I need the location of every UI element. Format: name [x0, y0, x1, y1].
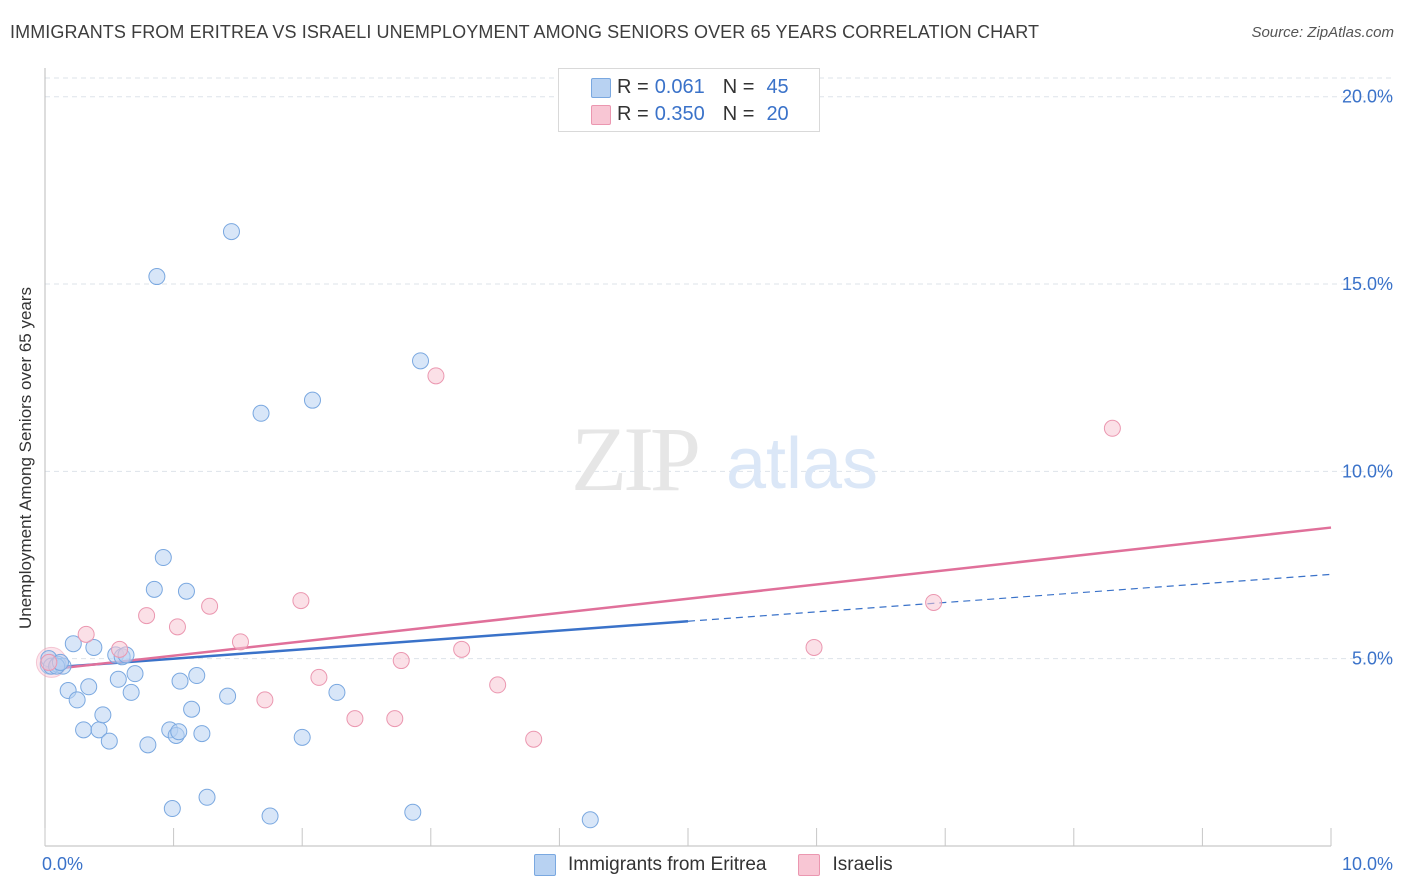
point-israelis: [346, 710, 364, 728]
legend-label-eritrea: Immigrants from Eritrea: [568, 854, 767, 875]
point-eritrea: [80, 678, 98, 696]
point-israelis: [111, 640, 129, 658]
legend-label-israelis: Israelis: [832, 854, 893, 875]
point-eritrea: [94, 706, 112, 724]
point-israelis: [256, 691, 274, 709]
correlation-legend: R = 0.061 N = 45 R = 0.350 N = 20: [558, 68, 820, 132]
point-eritrea: [252, 404, 270, 422]
point-israelis: [77, 625, 95, 643]
axes: [44, 68, 1332, 847]
x-tick-label: 0.0%: [42, 854, 83, 874]
point-israelis: [427, 367, 445, 385]
point-eritrea: [404, 803, 422, 821]
legend-swatch-eritrea: [591, 78, 611, 98]
point-eritrea: [188, 667, 206, 685]
legend-r-label: R =: [617, 75, 649, 98]
point-israelis: [40, 653, 58, 671]
point-eritrea: [261, 807, 279, 825]
point-israelis: [1103, 419, 1121, 437]
x-tick-label: 10.0%: [1342, 854, 1393, 874]
point-eritrea: [154, 549, 172, 567]
legend-swatch-eritrea: [534, 854, 556, 876]
point-israelis: [392, 652, 410, 670]
series-legend: Immigrants from Eritrea Israelis: [534, 852, 925, 878]
chart-title: IMMIGRANTS FROM ERITREA VS ISRAELI UNEMP…: [10, 22, 1040, 42]
tick-labels: 5.0% 10.0% 15.0% 20.0% 0.0% 10.0%: [42, 87, 1393, 874]
point-eritrea: [222, 223, 240, 241]
point-eritrea: [170, 723, 188, 741]
point-eritrea: [581, 811, 599, 829]
point-eritrea: [163, 800, 181, 818]
point-eritrea: [412, 352, 430, 370]
legend-r-value: 0.350: [654, 102, 705, 125]
point-eritrea: [68, 691, 86, 709]
grid-lines: [45, 77, 1392, 660]
legend-r-value: 0.061: [654, 75, 705, 98]
point-eritrea: [303, 391, 321, 409]
y-tick-label: 5.0%: [1352, 649, 1393, 669]
trend-line-israelis: [44, 526, 1332, 672]
y-tick-label: 20.0%: [1342, 87, 1393, 107]
legend-n-label: N =: [722, 102, 755, 125]
point-eritrea: [177, 582, 195, 600]
point-israelis: [489, 676, 507, 694]
watermark-zip: ZIP: [571, 408, 698, 510]
point-israelis: [386, 710, 404, 728]
y-tick-label: 10.0%: [1342, 461, 1393, 481]
point-eritrea: [171, 672, 189, 690]
point-israelis: [201, 597, 219, 615]
legend-n-label: N =: [722, 75, 755, 98]
point-eritrea: [148, 268, 166, 286]
trend-line-eritrea: [44, 619, 689, 670]
point-eritrea: [139, 736, 157, 754]
point-israelis: [138, 607, 156, 625]
source-label: Source: ZipAtlas.com: [1251, 24, 1394, 41]
trend-line-eritrea-extension: [687, 573, 1332, 622]
data-points: [35, 223, 1121, 829]
legend-n-value: 20: [766, 102, 789, 125]
point-israelis: [453, 640, 471, 658]
legend-r-label: R =: [617, 102, 649, 125]
point-israelis: [168, 618, 186, 636]
point-eritrea: [198, 788, 216, 806]
point-eritrea: [85, 638, 103, 656]
y-tick-label: 15.0%: [1342, 274, 1393, 294]
legend-row-israelis: R = 0.350 N = 20: [591, 101, 789, 127]
trend-lines: [44, 526, 1332, 672]
legend-n-value: 45: [766, 75, 789, 98]
point-israelis: [310, 668, 328, 686]
point-eritrea: [100, 732, 118, 750]
point-eritrea: [293, 728, 311, 746]
legend-swatch-israelis: [591, 105, 611, 125]
point-israelis: [292, 592, 310, 610]
point-eritrea: [122, 683, 140, 701]
legend-swatch-israelis: [798, 854, 821, 876]
legend-item-eritrea[interactable]: Immigrants from Eritrea: [534, 854, 766, 876]
point-eritrea: [193, 725, 211, 743]
point-eritrea: [328, 683, 346, 701]
point-israelis: [805, 638, 823, 656]
point-israelis: [231, 633, 249, 651]
point-eritrea: [64, 635, 82, 653]
legend-item-israelis[interactable]: Israelis: [798, 854, 893, 876]
point-israelis: [525, 730, 543, 748]
watermark: ZIP atlas: [571, 408, 878, 510]
point-eritrea: [109, 670, 127, 688]
legend-row-eritrea: R = 0.061 N = 45: [591, 74, 789, 100]
point-eritrea: [75, 721, 93, 739]
point-eritrea: [183, 700, 201, 718]
point-israelis: [925, 593, 943, 611]
watermark-atlas: atlas: [726, 424, 878, 504]
point-eritrea: [126, 665, 144, 683]
point-eritrea: [219, 687, 237, 705]
point-eritrea: [145, 580, 163, 598]
